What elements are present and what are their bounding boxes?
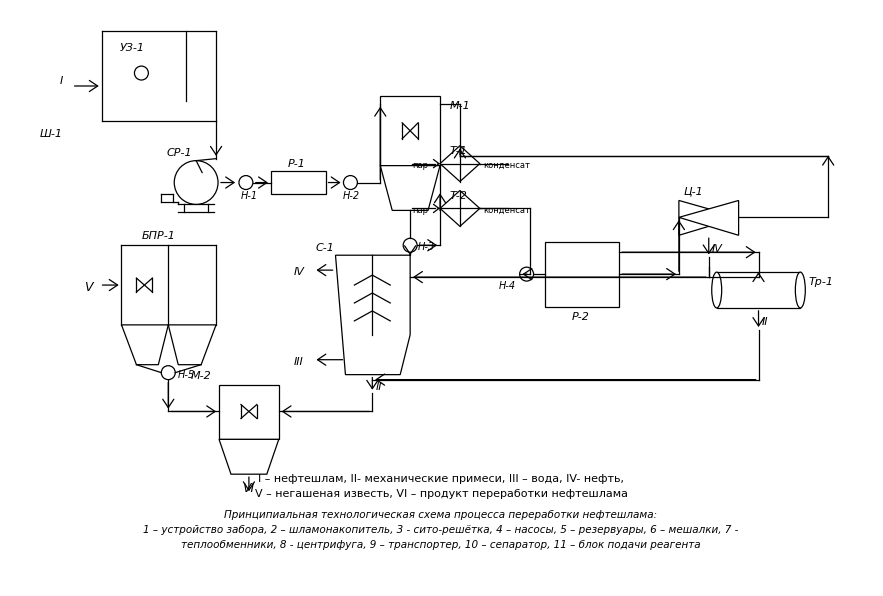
Polygon shape: [219, 439, 279, 474]
Text: Т-2: Т-2: [450, 191, 468, 200]
Bar: [381, 96, 440, 166]
Text: М-1: М-1: [450, 101, 471, 111]
Text: VI: VI: [242, 482, 254, 495]
Text: СР-1: СР-1: [166, 148, 192, 158]
Text: Н-1: Н-1: [241, 191, 258, 201]
Polygon shape: [440, 191, 479, 226]
Text: Н-2: Н-2: [343, 191, 359, 201]
Bar: [219, 384, 279, 439]
Polygon shape: [122, 325, 169, 365]
Text: I: I: [60, 76, 63, 86]
Ellipse shape: [712, 272, 721, 308]
Circle shape: [239, 176, 253, 190]
Polygon shape: [440, 145, 479, 182]
Text: теплообменники, 8 - центрифуга, 9 – транспортер, 10 – сепаратор, 11 – блок подач: теплообменники, 8 - центрифуга, 9 – тран…: [181, 540, 701, 550]
Polygon shape: [169, 325, 216, 365]
Text: пар: пар: [412, 161, 428, 170]
Text: УЗ-1: УЗ-1: [119, 43, 145, 53]
Text: 1 – устройство забора, 2 – шламонакопитель, 3 - сито-решётка, 4 – насосы, 5 – ре: 1 – устройство забора, 2 – шламонакопите…: [143, 525, 739, 535]
Text: конденсат: конденсат: [483, 206, 530, 215]
Bar: [545, 242, 619, 307]
Text: II: II: [761, 317, 768, 327]
Text: III: III: [294, 356, 304, 367]
Circle shape: [134, 66, 148, 80]
Text: Принципиальная технологическая схема процесса переработки нефтешлама:: Принципиальная технологическая схема про…: [224, 510, 658, 520]
Text: II: II: [375, 381, 381, 392]
Text: Н-4: Н-4: [499, 281, 516, 291]
Text: М-2: М-2: [192, 371, 212, 381]
Circle shape: [343, 176, 358, 190]
Bar: [271, 170, 326, 194]
Text: Тр-1: Тр-1: [808, 277, 834, 287]
Text: IV: IV: [712, 244, 722, 254]
Text: С-1: С-1: [315, 243, 335, 253]
Text: I – нефтешлам, II- механические примеси, III – вода, IV- нефть,: I – нефтешлам, II- механические примеси,…: [258, 474, 624, 484]
Circle shape: [162, 366, 175, 380]
Text: Р-2: Р-2: [571, 312, 589, 322]
Text: V: V: [84, 281, 92, 294]
Text: конденсат: конденсат: [483, 161, 530, 170]
Text: БПР-1: БПР-1: [141, 231, 176, 241]
Text: IV: IV: [294, 267, 305, 277]
Text: Т-1: Т-1: [450, 145, 468, 156]
Polygon shape: [679, 200, 738, 235]
Circle shape: [404, 238, 417, 252]
Text: Р-1: Р-1: [288, 159, 306, 169]
Bar: [717, 272, 800, 308]
Polygon shape: [336, 255, 410, 375]
Text: Н-3: Н-3: [419, 242, 435, 252]
Circle shape: [174, 161, 218, 204]
Polygon shape: [679, 200, 738, 235]
Text: Ц-1: Ц-1: [683, 187, 704, 197]
Circle shape: [519, 267, 533, 281]
Text: Ш-1: Ш-1: [40, 129, 63, 139]
Text: Н-5: Н-5: [178, 370, 195, 380]
Ellipse shape: [796, 272, 805, 308]
Polygon shape: [381, 166, 440, 210]
Text: пар: пар: [412, 206, 428, 215]
Text: V – негашеная известь, VI – продукт переработки нефтешлама: V – негашеная известь, VI – продукт пере…: [254, 489, 628, 499]
